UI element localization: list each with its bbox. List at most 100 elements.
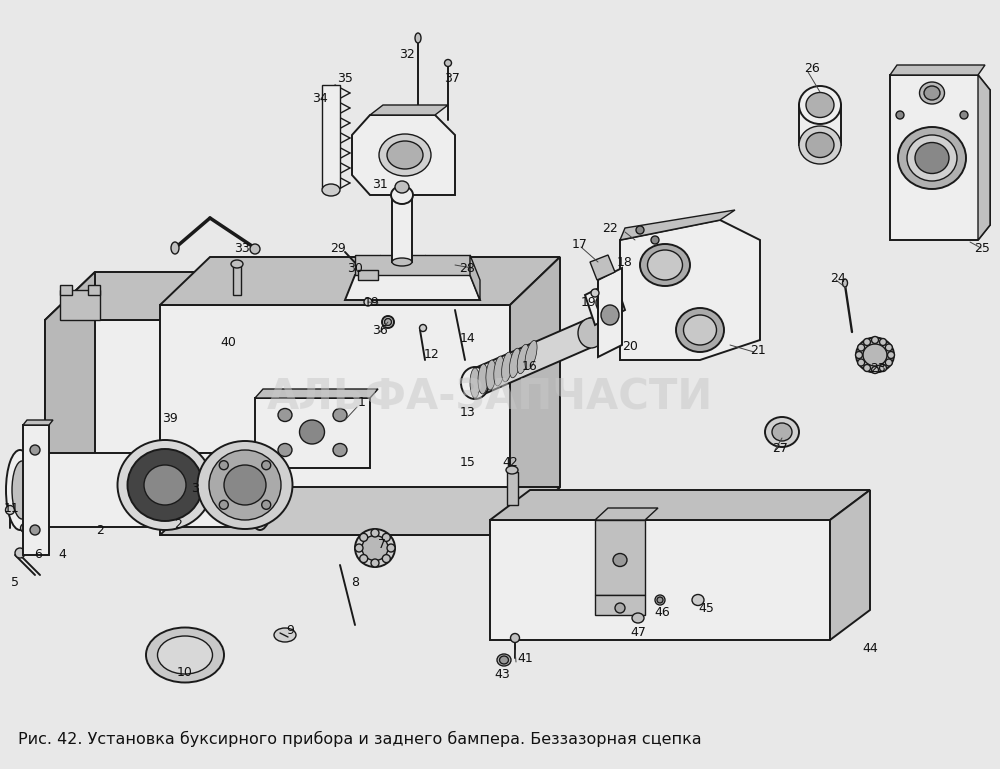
Text: 8: 8: [351, 575, 359, 588]
Ellipse shape: [872, 367, 879, 374]
Ellipse shape: [30, 445, 40, 455]
Ellipse shape: [262, 461, 271, 470]
Ellipse shape: [444, 59, 452, 66]
Ellipse shape: [371, 529, 379, 537]
Ellipse shape: [511, 634, 520, 643]
Text: 19: 19: [364, 295, 380, 308]
Text: 2: 2: [174, 518, 182, 531]
Ellipse shape: [391, 186, 413, 204]
Text: 6: 6: [34, 548, 42, 561]
Polygon shape: [352, 115, 455, 195]
Ellipse shape: [615, 279, 629, 297]
Ellipse shape: [262, 501, 271, 509]
Ellipse shape: [896, 111, 904, 119]
Ellipse shape: [144, 465, 186, 505]
Text: 22: 22: [602, 221, 618, 235]
Ellipse shape: [842, 279, 848, 287]
Ellipse shape: [224, 465, 266, 505]
Ellipse shape: [915, 142, 949, 174]
Ellipse shape: [856, 351, 862, 358]
Ellipse shape: [360, 534, 368, 541]
Ellipse shape: [198, 441, 292, 529]
Text: 9: 9: [286, 624, 294, 637]
Ellipse shape: [6, 450, 34, 530]
Ellipse shape: [799, 126, 841, 164]
Polygon shape: [345, 275, 480, 300]
Ellipse shape: [20, 524, 30, 532]
Polygon shape: [20, 453, 260, 527]
Text: 26: 26: [804, 62, 820, 75]
Ellipse shape: [864, 365, 870, 371]
Text: Рис. 42. Установка буксирного прибора и заднего бампера. Беззазорная сцепка: Рис. 42. Установка буксирного прибора и …: [18, 731, 702, 747]
Ellipse shape: [364, 298, 372, 306]
Ellipse shape: [395, 181, 409, 193]
Text: 2: 2: [96, 524, 104, 537]
Ellipse shape: [322, 184, 340, 196]
Ellipse shape: [615, 603, 625, 613]
Polygon shape: [160, 257, 560, 305]
Ellipse shape: [362, 535, 388, 561]
Text: 40: 40: [220, 335, 236, 348]
Ellipse shape: [601, 305, 619, 325]
Ellipse shape: [420, 325, 426, 331]
Text: 24: 24: [830, 271, 846, 285]
Ellipse shape: [517, 345, 529, 374]
Ellipse shape: [920, 82, 944, 104]
Polygon shape: [322, 85, 340, 188]
Ellipse shape: [924, 86, 940, 100]
Text: 3: 3: [191, 481, 199, 494]
Polygon shape: [620, 210, 735, 240]
Ellipse shape: [371, 559, 379, 567]
Ellipse shape: [506, 466, 518, 474]
Ellipse shape: [15, 548, 25, 558]
Ellipse shape: [387, 544, 395, 552]
Polygon shape: [490, 520, 830, 640]
Text: 4: 4: [58, 548, 66, 561]
Polygon shape: [507, 472, 518, 505]
Ellipse shape: [651, 236, 659, 244]
Ellipse shape: [387, 141, 423, 169]
Ellipse shape: [231, 260, 243, 268]
Ellipse shape: [655, 595, 665, 605]
Polygon shape: [358, 270, 378, 280]
Ellipse shape: [360, 554, 368, 563]
Ellipse shape: [509, 348, 521, 378]
Polygon shape: [510, 257, 560, 535]
Text: 5: 5: [11, 577, 19, 590]
Text: 29: 29: [330, 241, 346, 255]
Text: 18: 18: [617, 255, 633, 268]
Text: 32: 32: [399, 48, 415, 62]
Polygon shape: [598, 268, 622, 357]
Text: 12: 12: [424, 348, 440, 361]
Ellipse shape: [888, 351, 895, 358]
Ellipse shape: [30, 525, 40, 535]
Text: 20: 20: [622, 341, 638, 354]
Text: 33: 33: [234, 241, 250, 255]
Polygon shape: [160, 305, 510, 535]
Ellipse shape: [772, 423, 792, 441]
Ellipse shape: [415, 33, 421, 43]
Polygon shape: [470, 255, 480, 300]
Polygon shape: [392, 195, 412, 262]
Ellipse shape: [486, 360, 496, 390]
Text: 45: 45: [698, 601, 714, 614]
Ellipse shape: [765, 417, 799, 447]
Polygon shape: [490, 490, 870, 520]
Text: 37: 37: [444, 72, 460, 85]
Ellipse shape: [461, 367, 489, 399]
Text: 30: 30: [347, 261, 363, 275]
Ellipse shape: [872, 337, 879, 344]
Ellipse shape: [300, 420, 324, 444]
Text: 36: 36: [372, 324, 388, 337]
Ellipse shape: [379, 134, 431, 176]
Ellipse shape: [636, 226, 644, 234]
Ellipse shape: [250, 244, 260, 254]
Ellipse shape: [806, 92, 834, 118]
Ellipse shape: [799, 86, 841, 124]
Ellipse shape: [885, 344, 892, 351]
Ellipse shape: [960, 111, 968, 119]
Ellipse shape: [171, 242, 179, 254]
Text: 39: 39: [162, 411, 178, 424]
Ellipse shape: [885, 359, 892, 366]
Polygon shape: [60, 285, 72, 295]
